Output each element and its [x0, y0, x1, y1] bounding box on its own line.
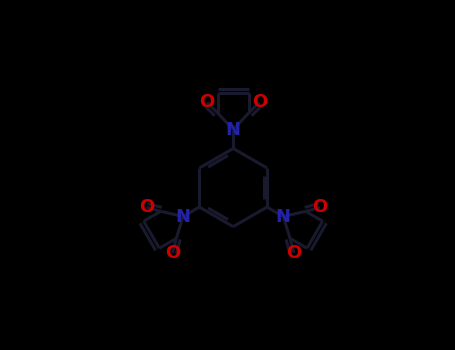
Text: O: O	[199, 93, 215, 111]
Text: N: N	[276, 208, 291, 225]
Text: O: O	[165, 244, 180, 262]
Text: O: O	[286, 244, 302, 262]
Text: O: O	[252, 93, 267, 111]
Text: O: O	[312, 198, 328, 217]
Text: N: N	[226, 121, 241, 139]
Text: N: N	[176, 208, 191, 225]
Text: O: O	[139, 198, 154, 217]
